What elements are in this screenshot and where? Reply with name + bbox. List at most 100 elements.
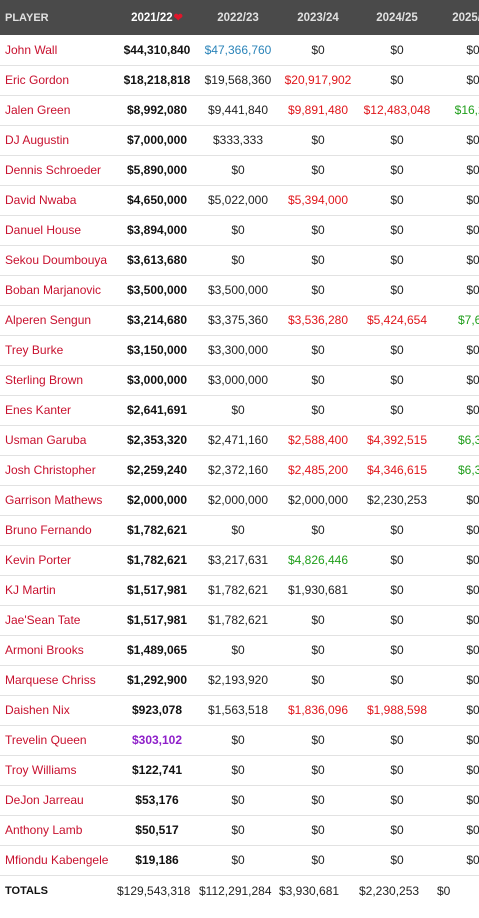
player-link[interactable]: Mfiondu Kabengele	[5, 853, 109, 867]
salary-cell: $5,890,000	[126, 163, 188, 177]
table-row: Jalen Green $8,992,080 $9,441,840 $9,891,48…	[0, 95, 479, 125]
salary-cell: $0	[390, 373, 404, 387]
player-link[interactable]: Josh Christopher	[5, 463, 96, 477]
salary-cell: $2,193,920	[207, 673, 269, 687]
salary-cell: $3,375,360	[207, 313, 269, 327]
table-row: Josh Christopher $2,259,240 $2,372,160 $2,4…	[0, 455, 479, 485]
table-row: David Nwaba $4,650,000 $5,022,000 $5,394,00…	[0, 185, 479, 215]
player-link[interactable]: Alperen Sengun	[5, 313, 92, 327]
player-link[interactable]: Eric Gordon	[5, 73, 70, 87]
salary-cell: $1,563,518	[207, 703, 269, 717]
salary-cell: $3,536,280	[287, 313, 349, 327]
totals-cell: $112,291,284	[199, 883, 272, 898]
salary-cell: $0	[231, 733, 245, 747]
player-column-header[interactable]: PLAYER	[5, 11, 49, 24]
salary-cell: $0	[466, 283, 479, 297]
column-header-2025-26[interactable]: 2025/26	[452, 11, 479, 24]
player-cell: Jalen Green	[0, 95, 116, 125]
salary-cell: $122,741	[131, 763, 183, 777]
player-cell: KJ Martin	[0, 575, 116, 605]
table-row: Enes Kanter $2,641,691 $0 $0 $0 $0	[0, 395, 479, 425]
salary-cell: $2,000,000	[207, 493, 269, 507]
totals-cell: $0	[437, 883, 451, 898]
player-link[interactable]: Usman Garuba	[5, 433, 87, 447]
salary-cell: $0	[311, 823, 325, 837]
player-link[interactable]: Anthony Lamb	[5, 823, 83, 837]
table-row: Sekou Doumbouya $3,613,680 $0 $0 $0 $0	[0, 245, 479, 275]
player-link[interactable]: David Nwaba	[5, 193, 77, 207]
salary-cell: $4,346,615	[366, 463, 428, 477]
salary-cell: $0	[311, 133, 325, 147]
salary-cell: $1,836,096	[287, 703, 349, 717]
player-link[interactable]: Sekou Doumbouya	[5, 253, 108, 267]
salary-cell: $0	[466, 343, 479, 357]
player-link[interactable]: Trey Burke	[5, 343, 64, 357]
player-cell: Daishen Nix	[0, 695, 116, 725]
player-link[interactable]: Dennis Schroeder	[5, 163, 102, 177]
salary-cell: $16,29	[454, 103, 479, 117]
salary-cell: $1,292,900	[126, 673, 188, 687]
player-link[interactable]: Boban Marjanovic	[5, 283, 102, 297]
salary-cell: $3,894,000	[126, 223, 188, 237]
salary-cell: $0	[311, 613, 325, 627]
player-link[interactable]: Sterling Brown	[5, 373, 84, 387]
salary-cell: $1,988,598	[366, 703, 428, 717]
salary-cell: $0	[390, 523, 404, 537]
salary-cell: $19,568,360	[204, 73, 272, 87]
player-link[interactable]: DJ Augustin	[5, 133, 70, 147]
salary-cell: $0	[466, 853, 479, 867]
player-link[interactable]: Garrison Mathews	[5, 493, 103, 507]
column-header-2021-22[interactable]: 2021/22❤	[116, 0, 198, 35]
salary-cell: $0	[311, 163, 325, 177]
totals-label: TOTALS	[5, 884, 48, 897]
salary-cell: $4,650,000	[126, 193, 188, 207]
salary-cell: $9,891,480	[287, 103, 349, 117]
player-link[interactable]: Danuel House	[5, 223, 82, 237]
totals-cell: $2,230,253	[359, 883, 420, 898]
player-link[interactable]: Jalen Green	[5, 103, 71, 117]
player-link[interactable]: Marquese Chriss	[5, 673, 96, 687]
salary-cell: $2,000,000	[126, 493, 188, 507]
column-header-label: 2021/22	[131, 12, 173, 24]
player-link[interactable]: John Wall	[5, 42, 58, 57]
player-cell: Trey Burke	[0, 335, 116, 365]
salary-cell: $0	[231, 763, 245, 777]
salary-cell: $2,372,160	[207, 463, 269, 477]
player-link[interactable]: DeJon Jarreau	[5, 793, 84, 807]
player-cell: Garrison Mathews	[0, 485, 116, 515]
salary-cell: $0	[231, 223, 245, 237]
table-row: Mfiondu Kabengele $19,186 $0 $0 $0 $0	[0, 845, 479, 875]
salary-cell: $0	[311, 42, 325, 57]
salary-cell: $0	[390, 73, 404, 87]
player-link[interactable]: Armoni Brooks	[5, 643, 84, 657]
column-header-2022-23[interactable]: 2022/23	[217, 11, 259, 24]
player-link[interactable]: Troy Williams	[5, 763, 77, 777]
salary-cell: $0	[231, 643, 245, 657]
table-row: Danuel House $3,894,000 $0 $0 $0 $0	[0, 215, 479, 245]
salary-cell: $1,930,681	[287, 583, 349, 597]
salary-cell: $5,022,000	[207, 193, 269, 207]
column-header-2024-25[interactable]: 2024/25	[376, 11, 418, 24]
player-link[interactable]: Bruno Fernando	[5, 523, 92, 537]
salary-cell: $1,517,981	[126, 613, 188, 627]
table-row: Sterling Brown $3,000,000 $3,000,000 $0 $0 $0	[0, 365, 479, 395]
salary-cell: $20,917,902	[284, 73, 352, 87]
player-link[interactable]: Trevelin Queen	[5, 733, 87, 747]
salary-cell: $19,186	[135, 853, 179, 867]
player-link[interactable]: Kevin Porter	[5, 553, 72, 567]
salary-cell: $2,000,000	[287, 493, 349, 507]
player-cell: Trevelin Queen	[0, 725, 116, 755]
salary-cell: $0	[311, 733, 325, 747]
salary-cell: $0	[390, 283, 404, 297]
salary-cell: $0	[311, 763, 325, 777]
column-header-2023-24[interactable]: 2023/24	[297, 11, 339, 24]
player-link[interactable]: KJ Martin	[5, 583, 56, 597]
salary-cell: $0	[466, 133, 479, 147]
player-link[interactable]: Jae'Sean Tate	[5, 613, 81, 627]
player-link[interactable]: Daishen Nix	[5, 703, 70, 717]
salary-cell: $0	[466, 643, 479, 657]
salary-cell: $0	[466, 493, 479, 507]
table-row: Eric Gordon $18,218,818 $19,568,360 $20,917…	[0, 65, 479, 95]
table-row: Armoni Brooks $1,489,065 $0 $0 $0 $0	[0, 635, 479, 665]
player-link[interactable]: Enes Kanter	[5, 403, 72, 417]
